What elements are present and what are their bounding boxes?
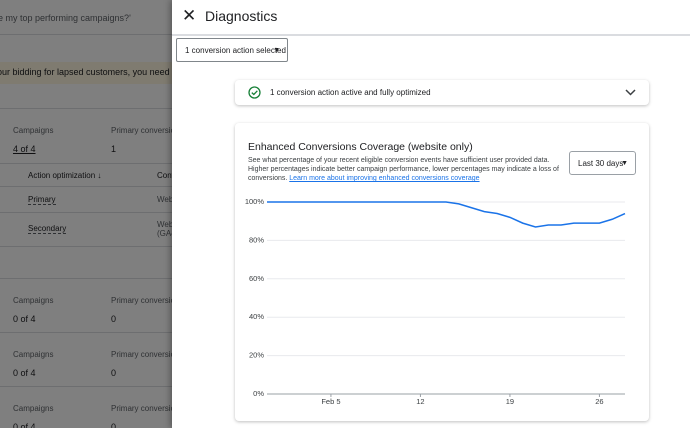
dropdown-text: 1 conversion action selected [185,46,286,55]
y-tick-label: 40% [249,312,264,321]
y-tick-label: 80% [249,235,264,244]
y-tick-label: 60% [249,274,264,283]
check-icon [248,86,261,99]
x-tick-label: 19 [506,397,514,406]
status-card[interactable]: 1 conversion action active and fully opt… [235,80,649,105]
description-line: conversions. Learn more about improving … [248,174,559,183]
x-tick-label: Feb 5 [321,397,340,406]
description-line: See what percentage of your recent eligi… [248,157,550,164]
description-line: Higher percentages indicate better campa… [248,166,559,173]
y-tick-label: 20% [249,351,264,360]
y-tick-label: 100% [245,197,265,206]
coverage-line [267,201,626,228]
divider [172,34,690,36]
x-tick-label: 26 [595,397,603,406]
card-title: Enhanced Conversions Coverage (website o… [248,141,473,153]
diagnostics-panel: ✕ Diagnostics 1 conversion action select… [172,0,690,428]
range-text: Last 30 days [578,159,624,168]
scrim[interactable] [0,0,172,428]
y-tick-label: 0% [253,389,264,398]
description: See what percentage of your recent eligi… [248,156,559,183]
expand-icon [625,89,636,96]
panel-title: Diagnostics [205,8,278,24]
x-tick-label: 12 [416,397,424,406]
coverage-chart: 0% 20% 40% 60% 80% 100% Feb 5 12 19 26 [245,197,626,406]
status-text: 1 conversion action active and fully opt… [270,88,431,97]
range-button[interactable]: Last 30 days ▼ [569,151,636,175]
learn-more-link[interactable]: Learn more about improving enhanced conv… [289,175,480,182]
close-button[interactable]: ✕ [182,6,197,25]
coverage-card: Enhanced Conversions Coverage (website o… [235,123,649,421]
conversion-dropdown[interactable]: 1 conversion action selected ▼ [176,38,288,62]
description-text: conversions. [248,175,288,182]
